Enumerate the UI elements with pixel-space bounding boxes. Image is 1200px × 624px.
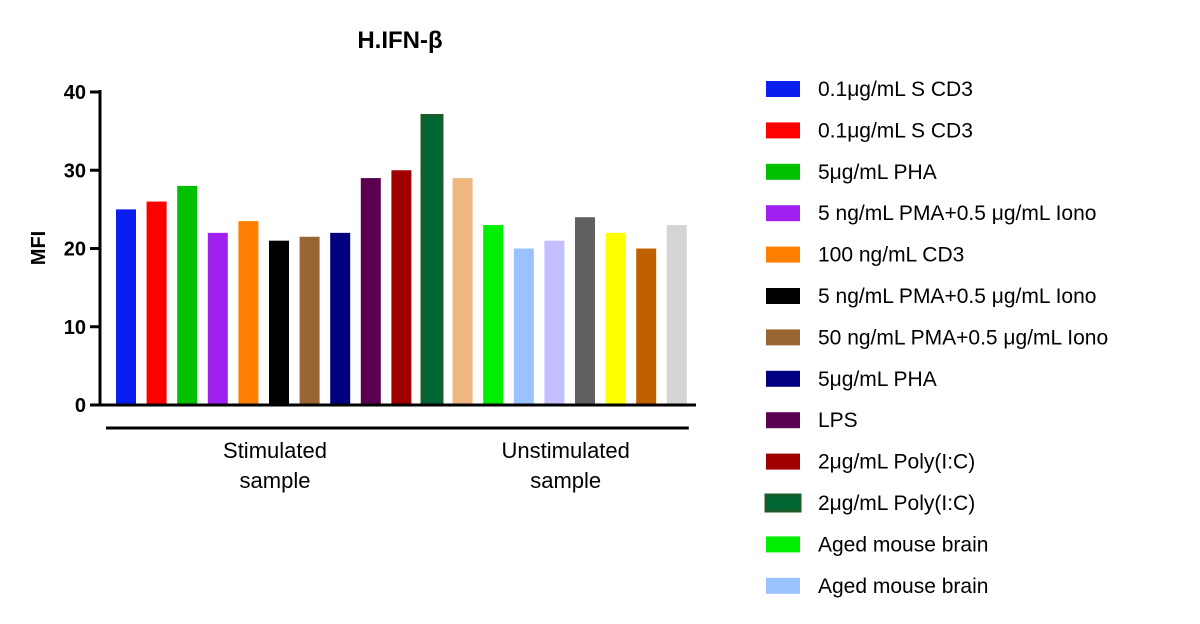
bars	[99, 113, 696, 407]
bar	[330, 232, 351, 405]
legend-label: 50 ng/mL PMA+0.5 μg/mL Iono	[818, 326, 1108, 349]
y-tick-label: 20	[64, 239, 86, 261]
legend-swatch	[766, 577, 800, 594]
legend-swatch	[766, 453, 800, 470]
group-label: sample	[530, 468, 601, 493]
chart-title: H.IFN-β	[357, 27, 442, 54]
legend-swatch	[766, 370, 800, 387]
bar	[177, 185, 198, 405]
y-tick-label: 30	[64, 160, 86, 182]
bar	[299, 236, 320, 405]
legend-swatch	[766, 205, 800, 222]
bar	[207, 232, 228, 405]
legend-label: 100 ng/mL CD3	[818, 244, 964, 267]
legend-label: Aged mouse brain	[818, 575, 988, 598]
group-label: Stimulated	[223, 438, 327, 463]
legend-label: 5μg/mL PHA	[818, 161, 937, 184]
group-brackets: Stimulated sample Unstimulated sample	[106, 426, 689, 493]
legend-swatch	[766, 288, 800, 304]
legend-label: 2μg/mL Poly(I:C)	[818, 451, 975, 474]
bar	[544, 240, 565, 405]
legend-swatch	[764, 493, 802, 513]
legend-swatch	[766, 536, 800, 553]
y-tick-label: 0	[75, 395, 86, 417]
legend-swatch	[766, 163, 800, 180]
legend-label: 5μg/mL PHA	[818, 368, 937, 391]
legend-label: LPS	[818, 409, 858, 432]
y-tick-label: 40	[64, 82, 86, 104]
bar	[666, 225, 687, 405]
bar	[146, 201, 167, 405]
legend-label: 2μg/mL Poly(I:C)	[818, 492, 975, 515]
group-label: sample	[240, 468, 311, 493]
bar	[360, 178, 381, 405]
bar	[513, 248, 534, 405]
legend-label: 5 ng/mL PMA+0.5 μg/mL Iono	[818, 285, 1096, 308]
legend-label: 5 ng/mL PMA+0.5 μg/mL Iono	[818, 202, 1096, 225]
legend-label: Aged mouse brain	[818, 533, 988, 556]
bar	[605, 232, 626, 405]
bar	[575, 217, 595, 405]
legend-swatch	[766, 122, 800, 139]
y-axis: 0 10 20 30 40	[64, 82, 102, 417]
bar	[391, 170, 412, 405]
bar	[269, 240, 289, 405]
legend-swatch	[766, 412, 800, 429]
legend-swatch	[766, 329, 800, 346]
bar	[636, 248, 657, 405]
y-tick-label: 10	[64, 317, 86, 339]
bar	[420, 113, 444, 407]
y-axis-label: MFI	[28, 231, 50, 265]
legend: 0.1μg/mL S CD3 0.1μg/mL S CD3 5μg/mL PHA 5 …	[764, 78, 1108, 598]
group-label: Unstimulated	[502, 438, 630, 463]
legend-label: 0.1μg/mL S CD3	[818, 78, 973, 101]
bar	[238, 221, 259, 405]
bar	[116, 209, 136, 405]
legend-label: 0.1μg/mL S CD3	[818, 119, 973, 142]
bar	[452, 178, 473, 405]
legend-swatch	[766, 81, 800, 97]
bar	[483, 225, 504, 405]
legend-swatch	[766, 246, 800, 263]
